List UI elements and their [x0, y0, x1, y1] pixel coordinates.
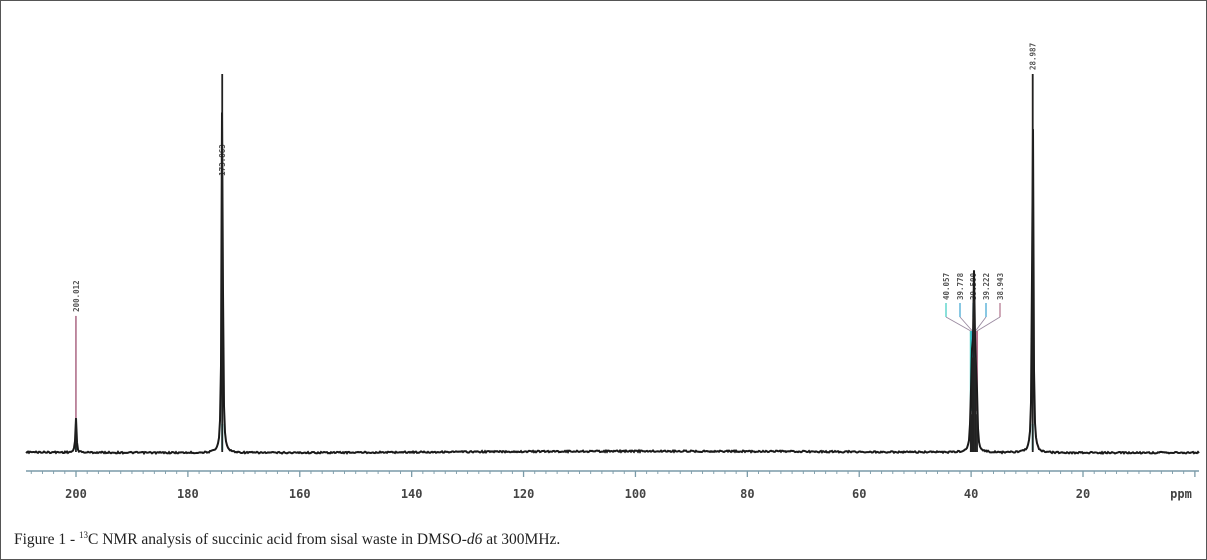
peak-lines: [75, 74, 1034, 452]
x-tick-label: 60: [852, 487, 866, 501]
peak-connector: [976, 316, 1001, 332]
x-tick-label: 180: [177, 487, 199, 501]
spectrum-trace: [25, 112, 1200, 456]
caption-main-text: C NMR analysis of succinic acid from sis…: [88, 531, 467, 548]
x-tick-label: 20: [1076, 487, 1090, 501]
peak-label: 38.943: [996, 272, 1005, 300]
peak-label: 40.057: [942, 273, 951, 300]
peak-label: 39.778: [956, 272, 965, 300]
x-axis: 200 180 160 140 120 100 80 60 40 20: [26, 470, 1199, 501]
x-tick-label: 120: [513, 487, 535, 501]
caption-prefix: Figure 1 -: [14, 531, 80, 548]
peak-labels: 200.012173.86340.05739.77839.50039.22238…: [72, 43, 1038, 312]
peak-label: 28.987: [1029, 43, 1038, 70]
peak-label: 200.012: [72, 280, 81, 312]
peak-markers: [74, 74, 1034, 450]
peak-connector: [975, 316, 987, 332]
caption-italic-text: d6: [466, 531, 483, 548]
x-tick-label: 200: [65, 487, 87, 501]
x-tick-label: 160: [289, 487, 311, 501]
caption-superscript: 13: [79, 530, 89, 540]
x-tick-label: 80: [740, 487, 754, 501]
figure-caption: Figure 1 - 13C NMR analysis of succinic …: [14, 530, 1194, 549]
x-tick-label: 140: [401, 487, 423, 501]
peak-connector: [945, 316, 972, 332]
peak-connector: [959, 316, 973, 332]
caption-end-text: at 300MHz.: [482, 531, 561, 548]
x-axis-unit-label: ppm: [1170, 487, 1192, 501]
x-tick-label: 40: [964, 487, 978, 501]
x-tick-label: 100: [625, 487, 647, 501]
peak-label: 39.222: [982, 273, 991, 300]
